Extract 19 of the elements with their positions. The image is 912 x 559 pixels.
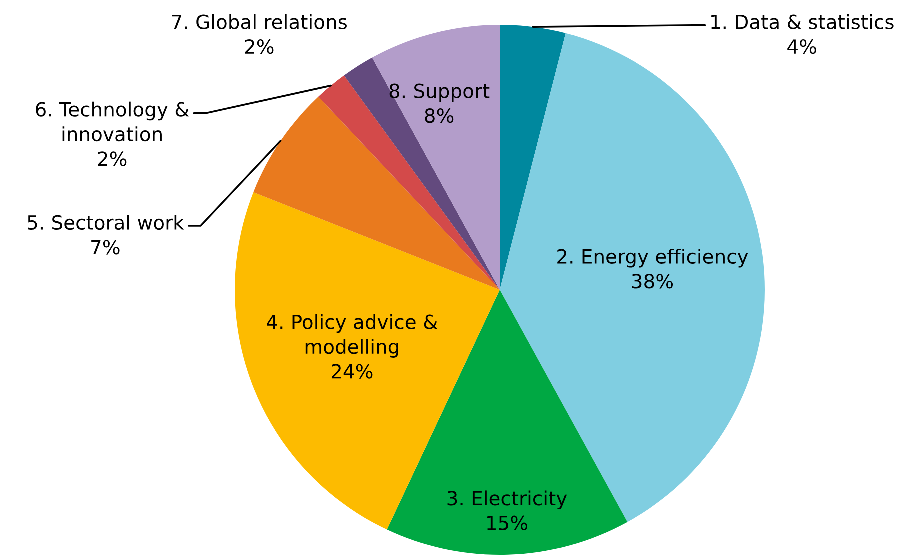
slice-label: 3. Electricity <box>448 490 568 510</box>
data-label: 24% <box>332 364 373 379</box>
pie-slice <box>344 58 500 290</box>
data-label: 15% <box>488 516 528 530</box>
slice-label: 4. Policy advice & modelling <box>267 314 438 358</box>
slice-label: 1. Data & statistics <box>712 14 894 30</box>
pie-slice <box>318 76 500 290</box>
data-label: 38% <box>632 274 674 289</box>
data-label: 2% <box>245 39 274 54</box>
data-label: 2% <box>98 152 127 166</box>
pie-slice <box>372 25 500 290</box>
data-label: 4% <box>788 39 816 54</box>
slice-label: 8. Support <box>390 84 490 102</box>
slice-label: 7. Global relations <box>172 14 348 30</box>
data-label: 8% <box>425 108 454 124</box>
slice-label: 5. Sectoral work <box>28 215 184 230</box>
slice-label: 2. Energy efficiency <box>558 248 748 268</box>
data-label: 7% <box>92 240 120 255</box>
slice-label: 6. Technology & innovation <box>36 102 190 142</box>
